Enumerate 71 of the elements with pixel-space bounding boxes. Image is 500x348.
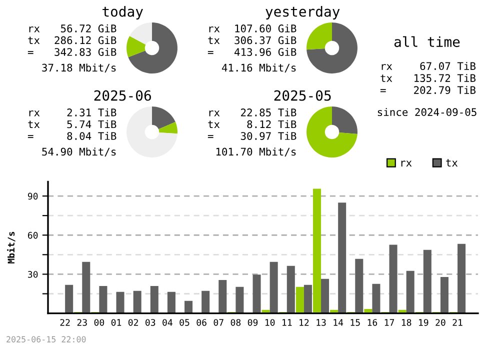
x-tick-label: 01 xyxy=(111,319,122,326)
x-tick-label: 05 xyxy=(180,319,190,326)
y-tick-label: 90 xyxy=(28,192,38,200)
text: 54.90 Mbit/s xyxy=(42,148,116,156)
text: 2.31 TiB xyxy=(67,108,116,116)
chart-title: 2025-05 xyxy=(274,90,331,101)
chart-title: yesterday xyxy=(266,6,340,20)
text: rx xyxy=(382,64,392,70)
text: 30.97 TiB xyxy=(240,132,296,140)
text: rx xyxy=(29,110,40,116)
y-axis-title: Mbit/s xyxy=(7,232,16,264)
text: = xyxy=(380,89,386,92)
x-tick-label: 13 xyxy=(316,319,326,326)
x-tick-label: 21 xyxy=(452,319,462,326)
legend-label: rx xyxy=(401,160,412,166)
text: 5.74 TiB xyxy=(67,120,116,128)
text: 342.83 GiB xyxy=(54,48,116,56)
x-tick-label: 18 xyxy=(402,319,412,326)
text: all time xyxy=(394,36,460,48)
text: since 2024-09-05 xyxy=(378,108,476,116)
text: tx xyxy=(28,36,40,44)
text: = xyxy=(28,51,34,54)
y-tick-label: 30 xyxy=(28,270,38,278)
text: 67.07 TiB xyxy=(420,62,476,70)
text: 8.12 TiB xyxy=(247,120,296,128)
chart-title: 2025-06 xyxy=(94,90,151,101)
text: = xyxy=(28,135,34,138)
text: 56.72 GiB xyxy=(60,24,116,32)
x-tick-label: 09 xyxy=(248,319,258,326)
x-tick-label: 07 xyxy=(214,319,224,326)
text: tx xyxy=(380,74,392,82)
text: 202.79 TiB xyxy=(414,86,476,94)
text: 107.60 GiB xyxy=(235,24,296,32)
x-tick-label: 17 xyxy=(384,319,394,326)
y-tick-label: 60 xyxy=(28,232,38,239)
text: tx xyxy=(28,120,40,128)
text: 286.12 GiB xyxy=(54,36,116,44)
x-tick-label: 12 xyxy=(300,319,309,326)
text: 37.18 Mbit/s xyxy=(42,64,116,72)
legend-label: tx xyxy=(446,159,458,166)
x-tick-label: 15 xyxy=(350,319,360,326)
text: 22.85 TiB xyxy=(241,108,296,116)
text: rx xyxy=(209,110,220,116)
text: 8.04 TiB xyxy=(67,132,116,140)
x-tick-label: 16 xyxy=(368,319,378,326)
text: rx xyxy=(29,26,40,32)
x-tick-label: 14 xyxy=(334,319,344,326)
x-tick-label: 04 xyxy=(162,319,172,326)
text: 41.16 Mbit/s xyxy=(222,64,296,72)
x-tick-label: 22 xyxy=(60,319,70,326)
x-tick-label: 03 xyxy=(146,319,156,326)
x-tick-label: 11 xyxy=(282,319,292,326)
chart-title: today xyxy=(102,6,143,20)
text: rx xyxy=(209,26,220,32)
text: 413.96 GiB xyxy=(234,48,296,56)
x-tick-label: 20 xyxy=(436,319,446,326)
text: 2025-06-15 22:00 xyxy=(6,336,86,342)
text: tx xyxy=(208,36,220,44)
text: 101.70 Mbit/s xyxy=(216,148,296,156)
text: 306.37 GiB xyxy=(234,36,296,44)
x-tick-label: 06 xyxy=(196,319,206,326)
x-tick-label: 10 xyxy=(265,319,275,326)
text: 135.72 TiB xyxy=(414,74,476,82)
x-tick-label: 19 xyxy=(419,319,428,326)
x-tick-label: 02 xyxy=(128,319,138,326)
x-tick-label: 08 xyxy=(230,319,241,326)
text: = xyxy=(208,135,214,138)
x-tick-label: 23 xyxy=(77,319,87,326)
text: tx xyxy=(208,120,220,128)
x-tick-label: 00 xyxy=(94,319,104,326)
text: = xyxy=(208,51,214,54)
